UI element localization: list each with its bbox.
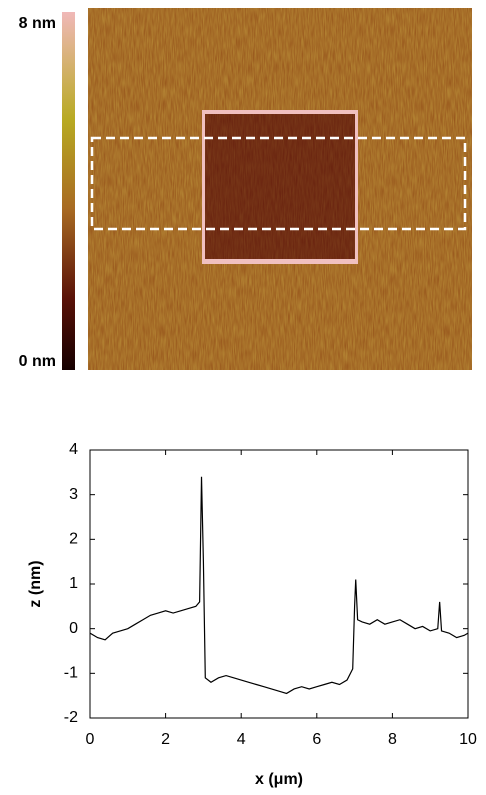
x-axis-label: x (μm) bbox=[255, 771, 303, 788]
y-axis-label: z (nm) bbox=[27, 560, 44, 607]
x-tick-label: 0 bbox=[86, 731, 95, 748]
y-tick-label: 3 bbox=[69, 486, 78, 503]
colorbar-label: 8 nm bbox=[19, 15, 56, 32]
y-tick-label: 4 bbox=[69, 441, 78, 458]
x-tick-label: 4 bbox=[237, 731, 246, 748]
y-tick-label: -1 bbox=[64, 665, 78, 682]
y-tick-label: -2 bbox=[64, 709, 78, 726]
x-tick-label: 6 bbox=[312, 731, 321, 748]
afm-image bbox=[88, 8, 472, 370]
colorbar bbox=[62, 12, 75, 370]
colorbar-label: 0 nm bbox=[19, 353, 56, 370]
line-series bbox=[89, 476, 469, 695]
x-tick-label: 2 bbox=[161, 731, 170, 748]
x-tick-label: 10 bbox=[459, 731, 477, 748]
y-tick-label: 1 bbox=[69, 575, 78, 592]
y-tick-label: 0 bbox=[69, 620, 78, 637]
y-tick-label: 2 bbox=[69, 531, 78, 548]
x-tick-label: 8 bbox=[388, 731, 397, 748]
plot-frame bbox=[89, 449, 469, 719]
